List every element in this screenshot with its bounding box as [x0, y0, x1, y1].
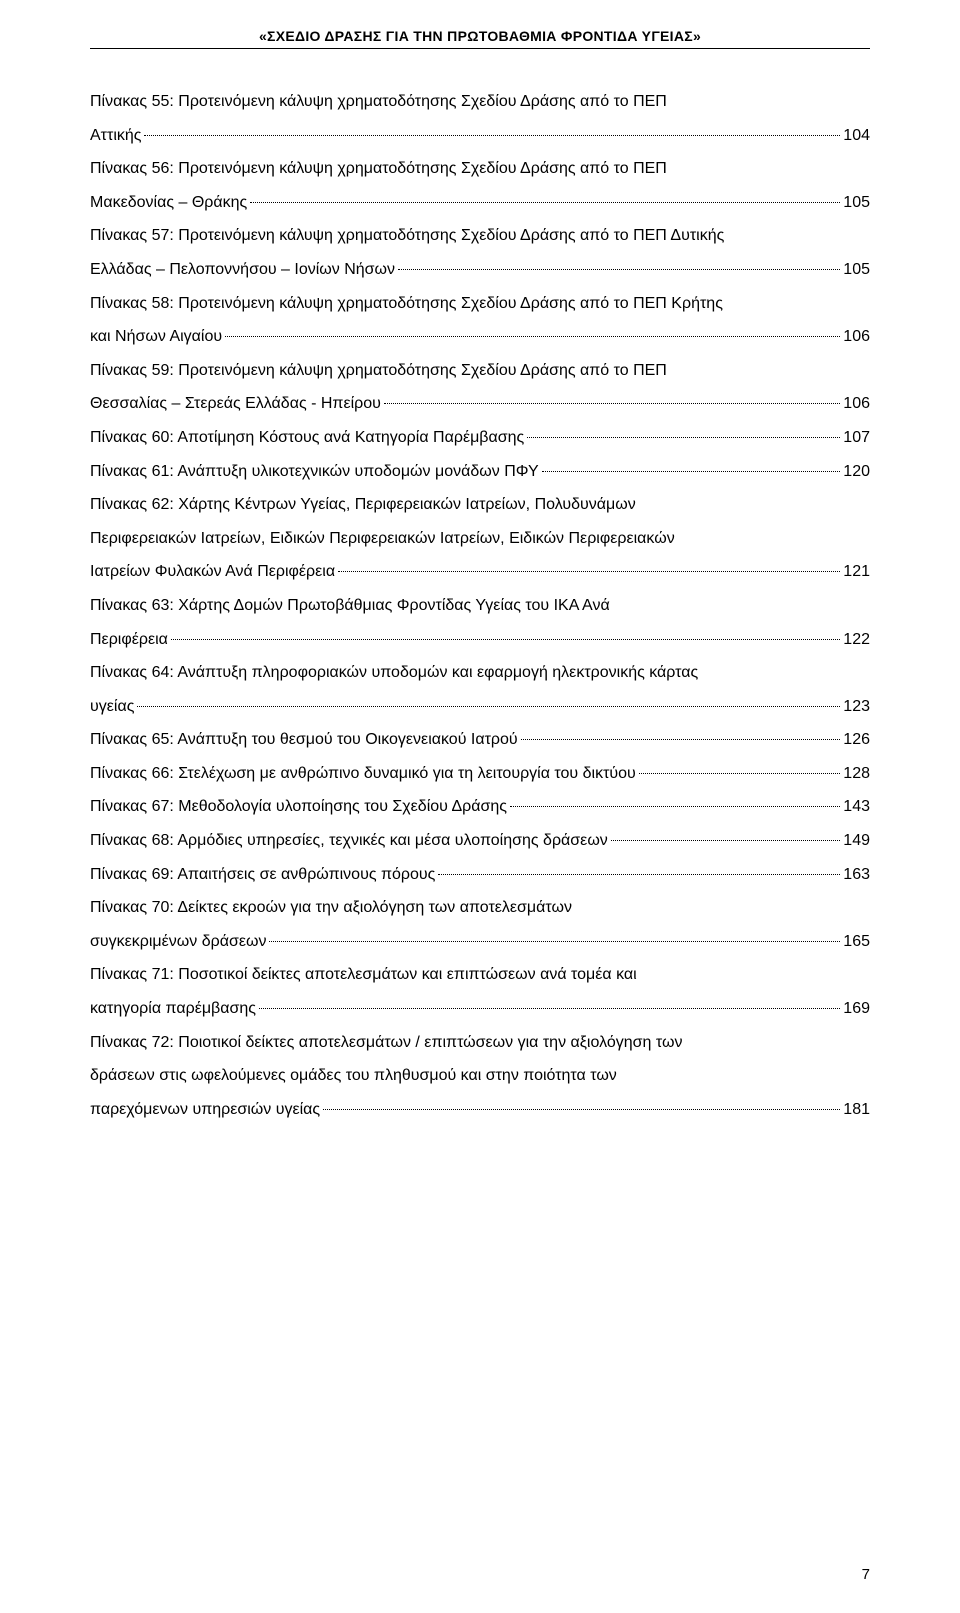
toc-entry-page: 149 — [843, 824, 870, 858]
toc-entry-page: 105 — [843, 186, 870, 220]
toc-entry-label: Περιφέρεια — [90, 623, 168, 657]
toc-entry-label: Ιατρείων Φυλακών Ανά Περιφέρεια — [90, 555, 335, 589]
toc-leader-dots — [398, 269, 840, 270]
toc-leader-dots — [269, 941, 840, 942]
toc-entry-label: Αττικής — [90, 119, 141, 153]
toc-leader-dots — [323, 1109, 840, 1110]
toc-entry-page: 169 — [843, 992, 870, 1026]
toc-entry-page: 181 — [843, 1093, 870, 1127]
toc-entry-page: 106 — [843, 320, 870, 354]
toc-entry: παρεχόμενων υπηρεσιών υγείας 181 — [90, 1093, 870, 1127]
toc-entry-label: Θεσσαλίας – Στερεάς Ελλάδας - Ηπείρου — [90, 387, 381, 421]
toc-leader-dots — [137, 706, 840, 707]
toc-entry-label: παρεχόμενων υπηρεσιών υγείας — [90, 1093, 320, 1127]
toc-entry: Περιφέρεια 122 — [90, 623, 870, 657]
toc-entry-line: Πίνακας 57: Προτεινόμενη κάλυψη χρηματοδ… — [90, 219, 870, 253]
toc-entry: Αττικής 104 — [90, 119, 870, 153]
toc-entry: Πίνακας 68: Αρμόδιες υπηρεσίες, τεχνικές… — [90, 824, 870, 858]
toc-entry-line: δράσεων στις ωφελούμενες ομάδες του πληθ… — [90, 1059, 870, 1093]
toc-entry-line: Πίνακας 64: Ανάπτυξη πληροφοριακών υποδο… — [90, 656, 870, 690]
toc-entry: Ελλάδας – Πελοποννήσου – Ιονίων Νήσων 105 — [90, 253, 870, 287]
toc-entry-page: 165 — [843, 925, 870, 959]
toc-entry-page: 120 — [843, 455, 870, 489]
toc-leader-dots — [384, 403, 840, 404]
document-page: «ΣΧΕΔΙΟ ΔΡΑΣΗΣ ΓΙΑ ΤΗΝ ΠΡΩΤΟΒΑΘΜΙΑ ΦΡΟΝΤ… — [0, 0, 960, 1613]
toc-entry: Πίνακας 69: Απαιτήσεις σε ανθρώπινους πό… — [90, 858, 870, 892]
toc-entry-page: 104 — [843, 119, 870, 153]
toc-entry: Ιατρείων Φυλακών Ανά Περιφέρεια 121 — [90, 555, 870, 589]
toc-leader-dots — [338, 571, 840, 572]
toc-entry-label: Πίνακας 67: Μεθοδολογία υλοποίησης του Σ… — [90, 790, 507, 824]
toc-entry-line: Πίνακας 62: Χάρτης Κέντρων Υγείας, Περιφ… — [90, 488, 870, 522]
toc-leader-dots — [527, 437, 840, 438]
toc-entry-line: Πίνακας 59: Προτεινόμενη κάλυψη χρηματοδ… — [90, 354, 870, 388]
toc-entry: Μακεδονίας – Θράκης 105 — [90, 186, 870, 220]
toc-entry-label: Πίνακας 61: Ανάπτυξη υλικοτεχνικών υποδο… — [90, 455, 539, 489]
toc-entry-page: 106 — [843, 387, 870, 421]
toc-entry: υγείας 123 — [90, 690, 870, 724]
page-number: 7 — [862, 1566, 870, 1583]
toc-entry: Πίνακας 67: Μεθοδολογία υλοποίησης του Σ… — [90, 790, 870, 824]
toc-entry-label: Πίνακας 68: Αρμόδιες υπηρεσίες, τεχνικές… — [90, 824, 608, 858]
toc-entry-line: Πίνακας 58: Προτεινόμενη κάλυψη χρηματοδ… — [90, 287, 870, 321]
toc-entry: Πίνακας 60: Αποτίμηση Κόστους ανά Κατηγο… — [90, 421, 870, 455]
toc-leader-dots — [611, 840, 840, 841]
toc-leader-dots — [225, 336, 840, 337]
toc-entry: κατηγορία παρέμβασης 169 — [90, 992, 870, 1026]
toc-entry-label: και Νήσων Αιγαίου — [90, 320, 222, 354]
toc-entry-label: Πίνακας 66: Στελέχωση με ανθρώπινο δυναμ… — [90, 757, 636, 791]
toc-entry-label: Πίνακας 69: Απαιτήσεις σε ανθρώπινους πό… — [90, 858, 435, 892]
toc-entry: Πίνακας 61: Ανάπτυξη υλικοτεχνικών υποδο… — [90, 455, 870, 489]
toc-entry-label: Ελλάδας – Πελοποννήσου – Ιονίων Νήσων — [90, 253, 395, 287]
toc-leader-dots — [250, 202, 840, 203]
toc-leader-dots — [510, 806, 840, 807]
toc-leader-dots — [259, 1008, 840, 1009]
toc-entry-label: συγκεκριμένων δράσεων — [90, 925, 266, 959]
toc-entry-page: 123 — [843, 690, 870, 724]
toc-entry-label: υγείας — [90, 690, 134, 724]
toc-entry: και Νήσων Αιγαίου 106 — [90, 320, 870, 354]
toc-entry-page: 107 — [843, 421, 870, 455]
toc-entry-label: κατηγορία παρέμβασης — [90, 992, 256, 1026]
toc-leader-dots — [144, 135, 840, 136]
toc-entry-line: Πίνακας 56: Προτεινόμενη κάλυψη χρηματοδ… — [90, 152, 870, 186]
toc-entry-line: Πίνακας 63: Χάρτης Δομών Πρωτοβάθμιας Φρ… — [90, 589, 870, 623]
toc-entry-page: 121 — [843, 555, 870, 589]
toc-entry-line: Πίνακας 72: Ποιοτικοί δείκτες αποτελεσμά… — [90, 1026, 870, 1060]
toc-entry-page: 122 — [843, 623, 870, 657]
toc-entry-label: Πίνακας 60: Αποτίμηση Κόστους ανά Κατηγο… — [90, 421, 524, 455]
toc-entry-label: Πίνακας 65: Ανάπτυξη του θεσμού του Οικο… — [90, 723, 518, 757]
toc-entry: συγκεκριμένων δράσεων 165 — [90, 925, 870, 959]
toc-entry: Πίνακας 66: Στελέχωση με ανθρώπινο δυναμ… — [90, 757, 870, 791]
toc-entry-line: Πίνακας 55: Προτεινόμενη κάλυψη χρηματοδ… — [90, 85, 870, 119]
table-of-contents: Πίνακας 55: Προτεινόμενη κάλυψη χρηματοδ… — [90, 85, 870, 1126]
toc-entry-line: Περιφερειακών Ιατρείων, Ειδικών Περιφερε… — [90, 522, 870, 556]
toc-entry-page: 128 — [843, 757, 870, 791]
toc-entry-page: 143 — [843, 790, 870, 824]
toc-entry-page: 126 — [843, 723, 870, 757]
toc-entry: Πίνακας 65: Ανάπτυξη του θεσμού του Οικο… — [90, 723, 870, 757]
toc-entry-line: Πίνακας 71: Ποσοτικοί δείκτες αποτελεσμά… — [90, 958, 870, 992]
toc-leader-dots — [438, 874, 840, 875]
toc-entry: Θεσσαλίας – Στερεάς Ελλάδας - Ηπείρου 106 — [90, 387, 870, 421]
toc-leader-dots — [171, 639, 840, 640]
toc-entry-line: Πίνακας 70: Δείκτες εκροών για την αξιολ… — [90, 891, 870, 925]
toc-leader-dots — [639, 773, 841, 774]
toc-leader-dots — [521, 739, 841, 740]
toc-entry-page: 105 — [843, 253, 870, 287]
toc-entry-label: Μακεδονίας – Θράκης — [90, 186, 247, 220]
toc-entry-page: 163 — [843, 858, 870, 892]
toc-leader-dots — [542, 471, 841, 472]
page-header: «ΣΧΕΔΙΟ ΔΡΑΣΗΣ ΓΙΑ ΤΗΝ ΠΡΩΤΟΒΑΘΜΙΑ ΦΡΟΝΤ… — [90, 28, 870, 49]
